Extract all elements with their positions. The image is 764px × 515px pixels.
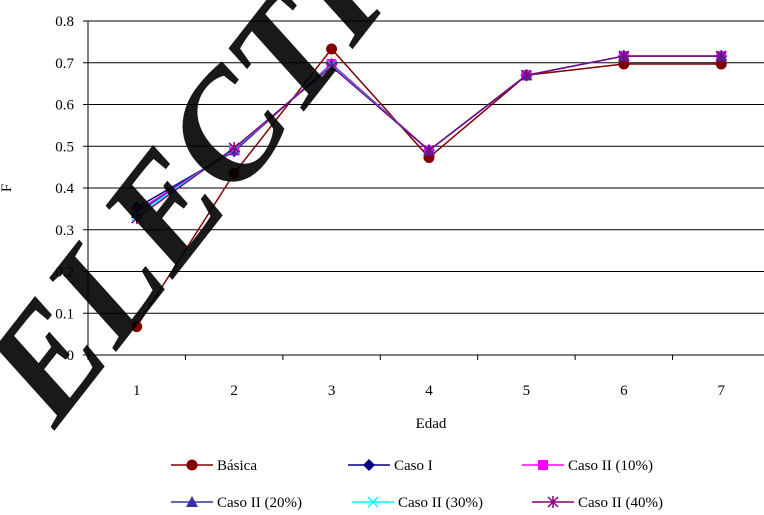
y-tick-label: 0.6 [55, 98, 74, 114]
y-tick-label: 0.5 [55, 139, 74, 155]
legend-item: Caso II (40%) [532, 495, 663, 511]
y-tick-label: 0.7 [55, 56, 74, 72]
data-point [326, 60, 338, 73]
data-point [520, 69, 532, 82]
y-tick-label: 0.2 [55, 265, 74, 281]
legend-label: Caso II (10%) [568, 458, 653, 474]
series-6 [131, 50, 727, 225]
legend-item: Caso II (20%) [171, 495, 302, 511]
legend-label: Caso II (40%) [578, 495, 663, 511]
legend-item: Caso I [348, 458, 433, 474]
axes [83, 20, 764, 360]
x-tick-label: 1 [133, 383, 141, 399]
y-tick-label: 0 [67, 348, 75, 364]
data-point [547, 496, 559, 508]
x-tick-label: 6 [620, 383, 628, 399]
legend-label: Caso I [394, 458, 433, 474]
y-tick-label: 0.8 [55, 14, 74, 30]
data-point [186, 459, 198, 471]
legend-item: Básica [171, 458, 257, 474]
data-point [423, 144, 435, 157]
x-tick-label: 7 [718, 383, 726, 399]
x-tick-label: 5 [523, 383, 531, 399]
x-tick-labels: 1 2 3 4 5 6 7 [133, 383, 726, 399]
y-tick-label: 0.3 [55, 223, 74, 239]
legend: Básica Caso I Caso II (10%) Caso II (20%) Ca… [171, 458, 663, 511]
legend-label: Básica [217, 458, 257, 474]
series-group [130, 43, 728, 333]
y-tick-labels: 0 0.1 0.2 0.3 0.4 0.5 0.6 0.7 0.8 [55, 14, 74, 364]
x-axis-label: Edad [416, 416, 447, 432]
legend-item: Caso II (10%) [522, 458, 653, 474]
data-point [715, 50, 727, 63]
data-point [367, 496, 379, 508]
x-stroke [367, 496, 379, 508]
x-tick-label: 4 [425, 383, 433, 399]
x-tick-label: 3 [328, 383, 336, 399]
data-point [538, 460, 548, 470]
data-point [186, 496, 198, 507]
data-point [228, 141, 240, 154]
y-axis-label: F [0, 184, 15, 192]
y-tick-label: 0.4 [55, 181, 74, 197]
data-point [131, 212, 143, 225]
legend-label: Caso II (30%) [398, 495, 483, 511]
y-tick-label: 0.1 [55, 306, 74, 322]
legend-label: Caso II (20%) [217, 495, 302, 511]
data-point [228, 167, 240, 179]
data-point [618, 50, 630, 63]
data-point [326, 43, 338, 55]
data-point [131, 321, 143, 333]
data-point [363, 459, 375, 471]
x-tick-label: 2 [230, 383, 238, 399]
legend-item: Caso II (30%) [352, 495, 483, 511]
